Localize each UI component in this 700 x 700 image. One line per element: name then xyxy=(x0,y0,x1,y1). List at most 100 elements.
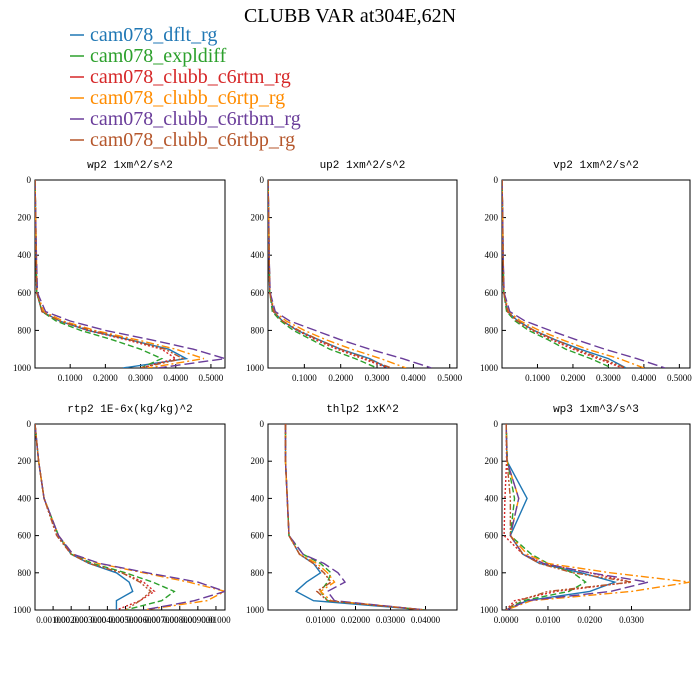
y-tick-label: 1000 xyxy=(480,363,499,373)
x-tick-label: 0.3000 xyxy=(596,373,621,383)
y-tick-label: 0 xyxy=(494,175,499,185)
profile-line xyxy=(268,180,432,368)
profile-line xyxy=(35,424,225,610)
y-tick-label: 600 xyxy=(485,288,499,298)
x-tick-label: 0.1000 xyxy=(292,373,317,383)
profile-line xyxy=(35,424,156,610)
profile-line xyxy=(502,180,645,368)
profile-line xyxy=(502,180,627,368)
y-tick-label: 200 xyxy=(485,213,499,223)
legend-label: cam078_clubb_c6rtbp_rg xyxy=(90,129,295,151)
x-tick-label: 0.006000 xyxy=(127,615,161,625)
plot-frame xyxy=(34,423,226,611)
panel-title: thlp2 1xK^2 xyxy=(326,404,399,416)
y-tick-label: 800 xyxy=(485,325,499,335)
profile-line xyxy=(284,424,426,610)
profile-line xyxy=(502,180,666,368)
profile-line xyxy=(35,424,225,610)
x-tick-label: 0.007000 xyxy=(145,615,179,625)
y-tick-label: 1000 xyxy=(246,363,265,373)
legend-label: cam078_clubb_c6rtp_rg xyxy=(90,87,285,109)
y-tick-label: 1000 xyxy=(246,605,265,615)
x-tick-label: 0.4000 xyxy=(632,373,657,383)
y-tick-label: 200 xyxy=(18,213,32,223)
y-tick-label: 600 xyxy=(251,531,265,541)
x-tick-label: 0.04000 xyxy=(411,615,441,625)
profile-line xyxy=(268,180,407,368)
legend-label: cam078_clubb_c6rtm_rg xyxy=(90,66,291,88)
y-tick-label: 0 xyxy=(260,419,265,429)
profile-line xyxy=(268,180,378,368)
x-tick-label: 0.3000 xyxy=(128,373,153,383)
y-tick-label: 400 xyxy=(251,493,265,503)
x-tick-label: 0.0200 xyxy=(577,615,602,625)
profile-line xyxy=(35,180,185,368)
x-tick-label: 0.3000 xyxy=(365,373,390,383)
x-tick-label: 0.01000 xyxy=(201,615,231,625)
y-tick-label: 600 xyxy=(18,288,32,298)
x-tick-label: 0.4000 xyxy=(401,373,426,383)
y-tick-label: 1000 xyxy=(13,363,32,373)
x-tick-label: 0.2000 xyxy=(328,373,353,383)
x-tick-label: 0.5000 xyxy=(437,373,462,383)
x-tick-label: 0.01000 xyxy=(306,615,336,625)
legend-label: cam078_expldiff xyxy=(90,45,227,67)
y-tick-label: 600 xyxy=(251,288,265,298)
x-tick-label: 0.002000 xyxy=(54,615,88,625)
plot-frame xyxy=(267,423,458,611)
profile-line xyxy=(35,180,164,368)
x-tick-label: 0.1000 xyxy=(525,373,550,383)
x-tick-label: 0.5000 xyxy=(667,373,692,383)
profile-line xyxy=(35,424,152,610)
x-tick-label: 0.001000 xyxy=(36,615,70,625)
plot-frame xyxy=(501,179,691,369)
y-tick-label: 0 xyxy=(494,419,499,429)
profile-line xyxy=(284,424,426,610)
y-tick-label: 0 xyxy=(27,175,32,185)
y-tick-label: 800 xyxy=(251,568,265,578)
profile-line xyxy=(505,424,632,610)
y-tick-label: 400 xyxy=(18,250,32,260)
legend-label: cam078_dflt_rg xyxy=(90,24,217,46)
profile-line xyxy=(35,180,225,368)
x-tick-label: 0.4000 xyxy=(163,373,188,383)
profile-line xyxy=(35,424,134,610)
x-tick-label: 0.0300 xyxy=(619,615,644,625)
y-tick-label: 1000 xyxy=(13,605,32,615)
x-tick-label: 0.009000 xyxy=(181,615,215,625)
profile-line xyxy=(505,424,618,610)
x-tick-label: 0.005000 xyxy=(109,615,143,625)
y-tick-label: 800 xyxy=(18,568,32,578)
plot-frame xyxy=(267,179,458,369)
profile-line xyxy=(505,424,587,610)
legend-label: cam078_clubb_c6rtbm_rg xyxy=(90,108,301,130)
panel-title: rtp2 1E-6x(kg/kg)^2 xyxy=(67,404,192,416)
figure-title: CLUBB VAR at304E,62N xyxy=(244,5,456,27)
x-tick-label: 0.1000 xyxy=(58,373,83,383)
profile-line xyxy=(35,180,178,368)
y-tick-label: 600 xyxy=(18,531,32,541)
x-tick-label: 0.003000 xyxy=(72,615,106,625)
x-tick-label: 0.0000 xyxy=(494,615,519,625)
panel-title: wp3 1xm^3/s^3 xyxy=(553,404,639,416)
panel-title: wp2 1xm^2/s^2 xyxy=(87,160,173,172)
x-tick-label: 0.02000 xyxy=(341,615,371,625)
profile-line xyxy=(502,180,613,368)
profile-line xyxy=(505,424,649,610)
y-tick-label: 800 xyxy=(485,568,499,578)
y-tick-label: 400 xyxy=(485,250,499,260)
x-tick-label: 0.008000 xyxy=(163,615,197,625)
y-tick-label: 200 xyxy=(485,456,499,466)
y-tick-label: 0 xyxy=(260,175,265,185)
y-tick-label: 400 xyxy=(18,493,32,503)
profile-line xyxy=(284,424,426,610)
profile-line xyxy=(35,180,189,368)
x-tick-label: 0.5000 xyxy=(199,373,224,383)
y-tick-label: 200 xyxy=(251,213,265,223)
y-tick-label: 400 xyxy=(251,250,265,260)
profile-line xyxy=(268,180,392,368)
y-tick-label: 1000 xyxy=(480,605,499,615)
plot-frame xyxy=(34,179,226,369)
x-tick-label: 0.2000 xyxy=(561,373,586,383)
